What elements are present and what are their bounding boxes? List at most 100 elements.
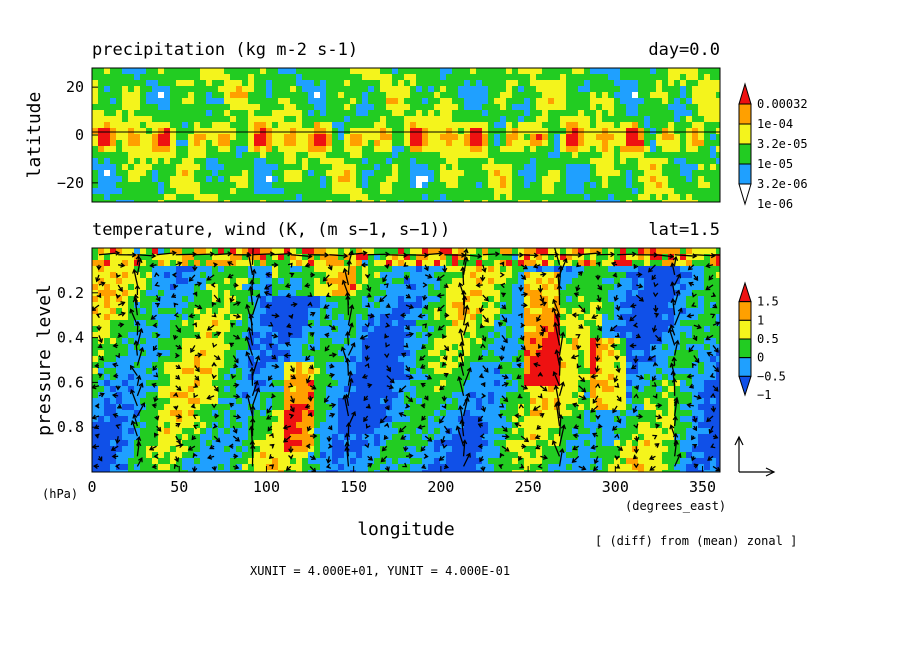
temp-cell	[116, 296, 123, 303]
precip-cell	[242, 158, 249, 165]
precip-cell	[398, 200, 405, 202]
precip-cell	[356, 194, 363, 201]
precip-cell	[458, 182, 465, 189]
temp-cell	[158, 446, 165, 453]
temp-cell	[158, 422, 165, 429]
temp-cell	[440, 392, 447, 399]
temp-cell	[146, 416, 153, 423]
temp-cell	[236, 272, 243, 279]
temp-cell	[386, 296, 393, 303]
temp-cell	[446, 410, 453, 417]
temp-cell	[122, 254, 129, 261]
temp-cell	[386, 428, 393, 435]
precip-cell	[188, 152, 195, 159]
precip-cell	[650, 200, 657, 202]
precip-cell	[578, 164, 585, 171]
temp-cell	[110, 254, 117, 261]
precip-cell	[242, 92, 249, 99]
temp-cell	[242, 464, 249, 471]
precip-cell	[164, 182, 171, 189]
precip-cell	[440, 80, 447, 87]
precip-cell	[494, 164, 501, 171]
temp-cell	[194, 434, 201, 441]
precip-cell	[380, 92, 387, 99]
temp-cell	[488, 446, 495, 453]
temp-cell	[386, 470, 393, 472]
temp-cell	[218, 464, 225, 471]
precip-cell	[488, 152, 495, 159]
temp-cell	[158, 416, 165, 423]
temp-cell	[470, 350, 477, 357]
temp-cell	[392, 332, 399, 339]
precip-cell	[488, 74, 495, 81]
precip-cell	[440, 98, 447, 105]
precip-cell	[230, 134, 237, 141]
temp-cell	[170, 320, 177, 327]
temp-cell	[452, 278, 459, 285]
precip-cell	[398, 182, 405, 189]
temp-cell	[110, 278, 117, 285]
precip-cell	[386, 80, 393, 87]
temp-cell	[158, 314, 165, 321]
precip-cell	[182, 134, 189, 141]
precip-cell	[200, 104, 207, 111]
temp-cell	[344, 302, 351, 309]
precip-cell	[662, 128, 669, 135]
precip-cell	[644, 98, 651, 105]
precip-cell	[614, 152, 621, 159]
precip-cell	[122, 188, 129, 195]
precip-cell	[284, 140, 291, 147]
precip-cell	[302, 188, 309, 195]
temp-cell	[410, 278, 417, 285]
temp-cell	[110, 458, 117, 465]
precip-cell	[134, 194, 141, 201]
precip-cell	[542, 158, 549, 165]
temp-cell	[230, 410, 237, 417]
temp-cell	[350, 368, 357, 375]
temp-cell	[452, 470, 459, 472]
precip-cell	[326, 134, 333, 141]
temp-cell	[284, 338, 291, 345]
precip-cell	[248, 188, 255, 195]
temp-cell	[374, 266, 381, 273]
precip-cell	[404, 134, 411, 141]
precip-cell	[314, 152, 321, 159]
temp-cell	[362, 296, 369, 303]
temp-cell	[404, 320, 411, 327]
temp-cell	[128, 326, 135, 333]
precip-cell	[230, 128, 237, 135]
precip-cell	[134, 92, 141, 99]
precip-cell	[338, 134, 345, 141]
precip-cell	[164, 128, 171, 135]
temp-cell	[146, 404, 153, 411]
temp-cell	[278, 434, 285, 441]
temp-cell	[428, 446, 435, 453]
temp-cell	[134, 344, 141, 351]
precip-cell	[104, 68, 111, 75]
temp-cell	[140, 314, 147, 321]
precip-cell	[182, 80, 189, 87]
temp-cell	[278, 398, 285, 405]
precip-cell	[380, 128, 387, 135]
temp-cell	[464, 410, 471, 417]
precip-cell	[98, 164, 105, 171]
temp-cell	[194, 290, 201, 297]
precip-cell	[674, 152, 681, 159]
precip-cell	[248, 170, 255, 177]
precip-cell	[266, 164, 273, 171]
precip-cell	[332, 182, 339, 189]
precip-cell	[200, 152, 207, 159]
temp-cell	[188, 392, 195, 399]
precip-cell	[206, 68, 213, 75]
precip-cell	[362, 86, 369, 93]
precip-cell	[104, 80, 111, 87]
temp-cell	[314, 446, 321, 453]
temp-cell	[356, 332, 363, 339]
temp-cell	[416, 320, 423, 327]
precip-cell	[266, 104, 273, 111]
precip-cell	[494, 152, 501, 159]
precip-cell	[500, 152, 507, 159]
precip-cell	[686, 164, 693, 171]
temp-cell	[302, 410, 309, 417]
temp-cell	[200, 410, 207, 417]
